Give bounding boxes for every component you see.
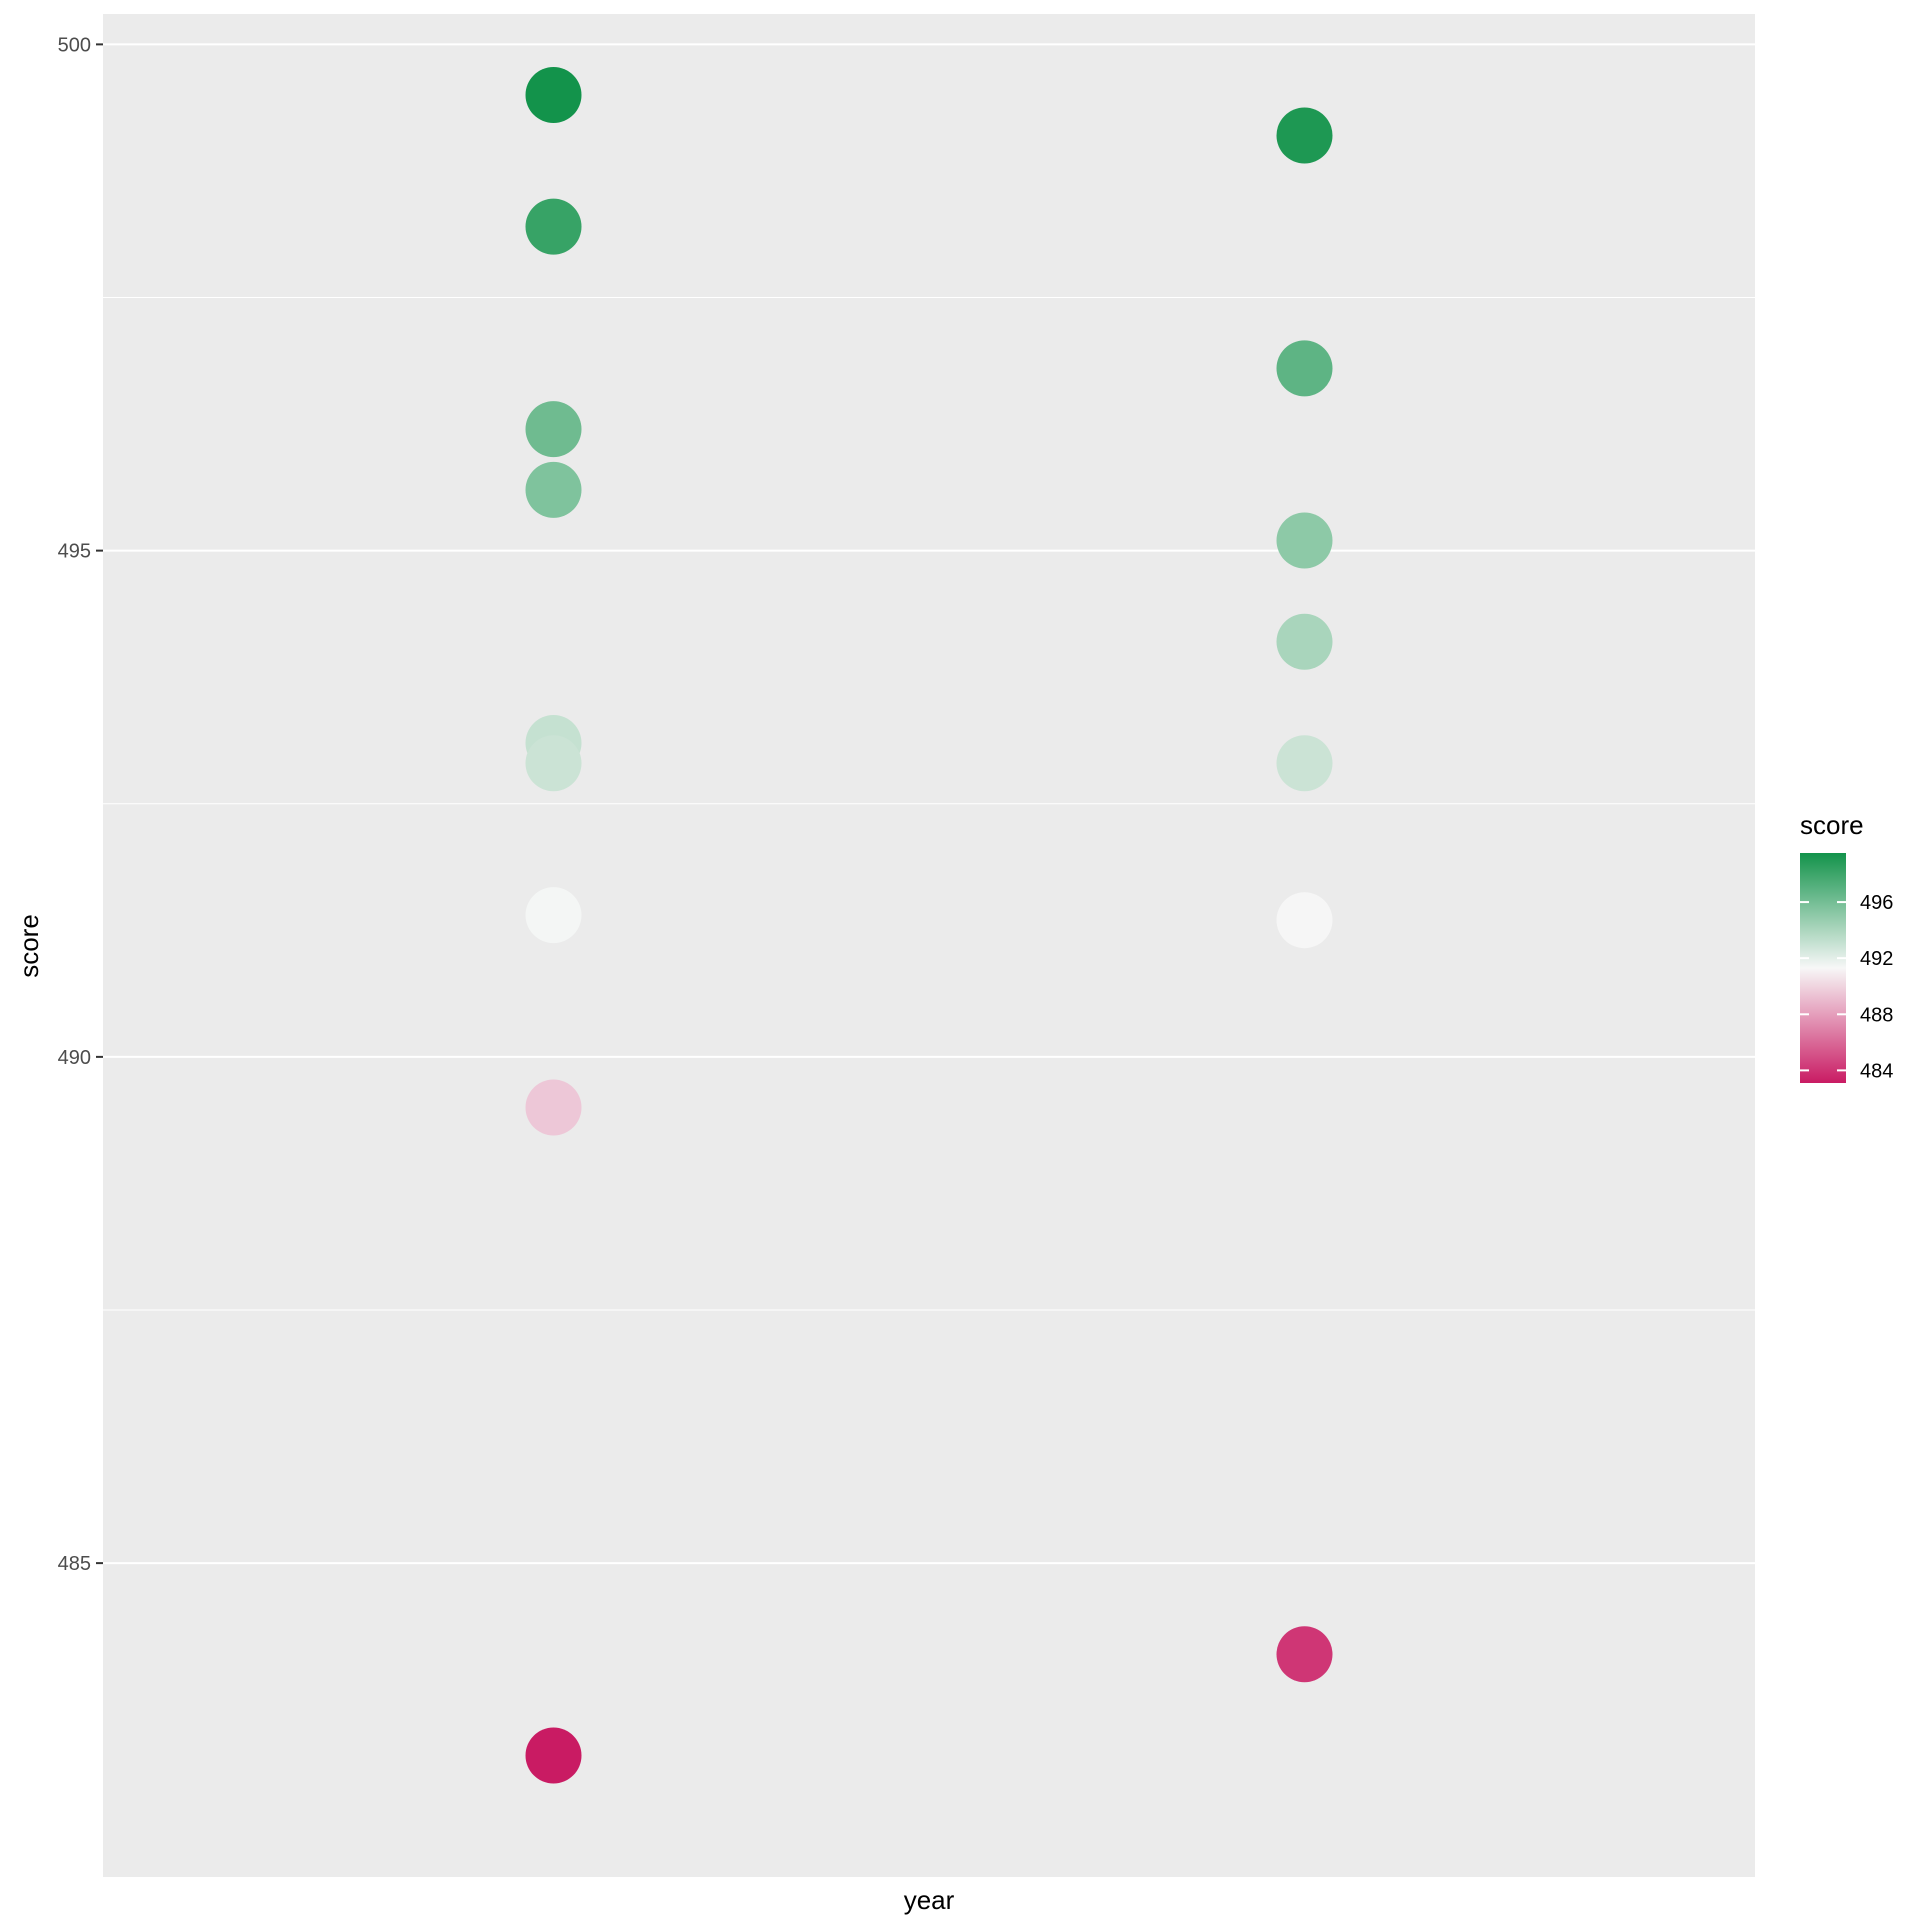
plot-panel [103, 14, 1755, 1877]
legend-label: 496 [1860, 892, 1893, 914]
data-point [1276, 512, 1333, 569]
data-point [1276, 892, 1333, 949]
data-point [1276, 1626, 1333, 1683]
data-point [1276, 340, 1333, 397]
data-point [525, 887, 582, 944]
y-axis-title: score [14, 914, 44, 978]
y-tick-label: 500 [58, 34, 91, 56]
data-point [525, 1727, 582, 1784]
grid-lines [103, 43, 1755, 1565]
x-axis-title: year [904, 1885, 955, 1915]
color-legend: score 496 492 488 484 [1800, 810, 1893, 1083]
data-point [525, 198, 582, 255]
legend-label: 488 [1860, 1004, 1893, 1026]
y-tick-label: 485 [58, 1553, 91, 1575]
y-tick-label: 495 [58, 541, 91, 563]
data-points [525, 67, 1333, 1784]
y-axis: 500 495 490 485 [58, 34, 103, 1575]
data-point [1276, 107, 1333, 164]
legend-colorbar [1800, 853, 1846, 1083]
data-point [525, 1079, 582, 1136]
data-point [1276, 613, 1333, 670]
legend-label: 484 [1860, 1060, 1893, 1082]
data-point [525, 67, 582, 123]
data-point [525, 401, 582, 458]
data-point [525, 461, 582, 518]
data-point [1276, 735, 1333, 792]
y-tick-label: 490 [58, 1047, 91, 1069]
data-point [525, 735, 582, 792]
legend-label: 492 [1860, 948, 1893, 970]
legend-title: score [1800, 810, 1864, 840]
